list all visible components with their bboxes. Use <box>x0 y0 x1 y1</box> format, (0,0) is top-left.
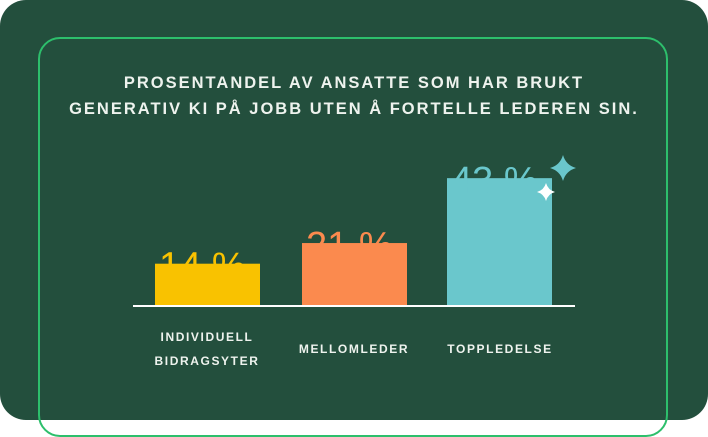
category-label-line: INDIVIDUELL <box>160 330 254 344</box>
category-label-mellomleder: MELLOMLEDER <box>274 337 434 361</box>
category-label-toppledelse: TOPPLEDELSE <box>420 337 580 361</box>
data-label-2: 43 % <box>451 160 538 202</box>
sparkle-icon-teal <box>550 155 576 181</box>
bar-1 <box>302 243 407 305</box>
category-label-line: BIDRAGSYTER <box>154 354 260 368</box>
sparkle-icon-white <box>537 183 555 201</box>
chart-title: PROSENTANDEL AV ANSATTE SOM HAR BRUKT GE… <box>0 70 708 122</box>
bar-2 <box>447 178 552 305</box>
category-label-individuell-bidragsyter: INDIVIDUELL BIDRAGSYTER <box>127 325 287 373</box>
data-label-1: 21 % <box>306 225 393 267</box>
category-label-line: TOPPLEDELSE <box>447 342 553 356</box>
chart-title-line-1: PROSENTANDEL AV ANSATTE SOM HAR BRUKT <box>123 74 585 92</box>
chart-title-line-2: GENERATIV KI PÅ JOBB UTEN Å FORTELLE LED… <box>69 100 639 118</box>
data-label-0: 14 % <box>159 246 246 288</box>
bar-0 <box>155 263 260 305</box>
bar-chart: 14 % 21 % 43 % <box>133 155 576 307</box>
category-label-line: MELLOMLEDER <box>298 342 410 356</box>
